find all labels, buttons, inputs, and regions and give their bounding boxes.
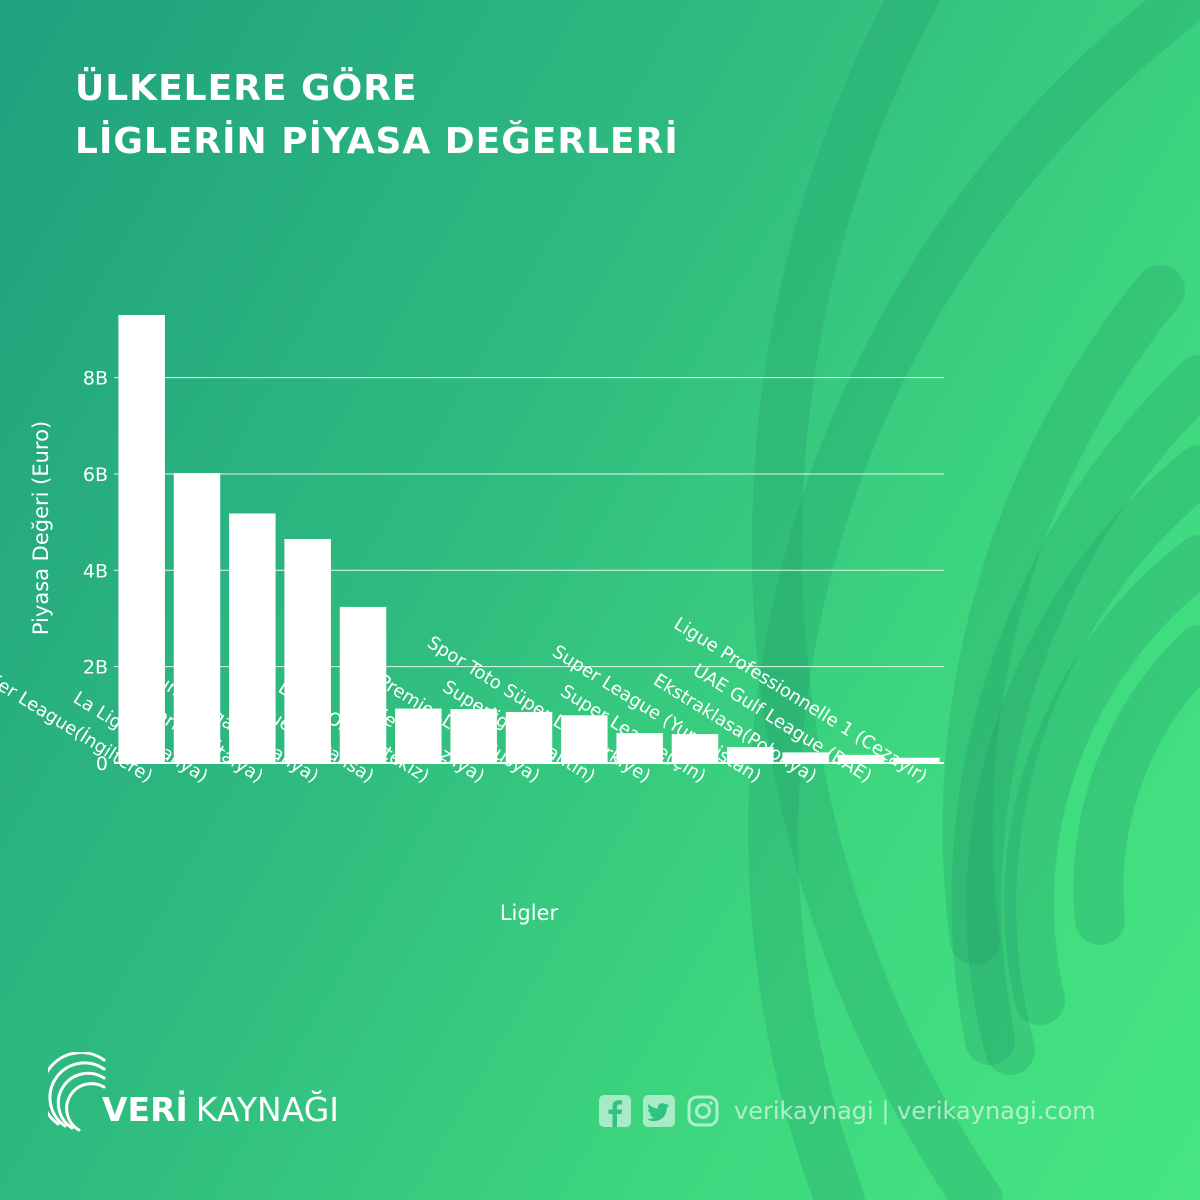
y-tick-label: 2B [83, 657, 108, 679]
bar [118, 315, 165, 763]
brand-bold: VERİ [102, 1090, 188, 1129]
bar [616, 733, 663, 763]
bar [893, 757, 940, 763]
bar [505, 711, 553, 763]
y-axis-label: Piyasa Değeri (Euro) [29, 421, 53, 635]
bar [395, 708, 442, 763]
y-tick-label: 6B [83, 464, 108, 486]
bar [671, 734, 719, 763]
brand-logo-text: VERİ KAYNAĞI [102, 1090, 339, 1130]
bar [561, 715, 608, 763]
y-tick-labels: 0 2B 4B 6B 8B [83, 368, 108, 775]
logo-fingerprint-icon [48, 1052, 106, 1132]
instagram-icon[interactable] [686, 1094, 720, 1128]
bar [284, 539, 331, 763]
x-axis-label: Ligler [500, 901, 559, 925]
bar [173, 473, 221, 763]
social-links: verikaynagi | verikaynagi.com [598, 1094, 1096, 1128]
page-title: ÜLKELERE GÖRE LİGLERİN PİYASA DEĞERLERİ [75, 62, 679, 168]
y-tick-label: 8B [83, 368, 108, 390]
bar [782, 752, 829, 763]
y-tick-label: 4B [83, 560, 108, 582]
facebook-icon[interactable] [598, 1094, 632, 1128]
title-line-2: LİGLERİN PİYASA DEĞERLERİ [75, 121, 679, 162]
bar [837, 754, 885, 763]
bars [118, 315, 940, 763]
twitter-icon[interactable] [642, 1094, 676, 1128]
bar [450, 709, 497, 763]
bar [727, 747, 774, 763]
brand-light: KAYNAĞI [195, 1090, 339, 1129]
bar [229, 513, 276, 763]
y-tick-label: 0 [96, 753, 108, 775]
bar [339, 606, 387, 763]
social-handle-text[interactable]: verikaynagi | verikaynagi.com [734, 1097, 1096, 1125]
title-line-1: ÜLKELERE GÖRE [75, 68, 418, 109]
